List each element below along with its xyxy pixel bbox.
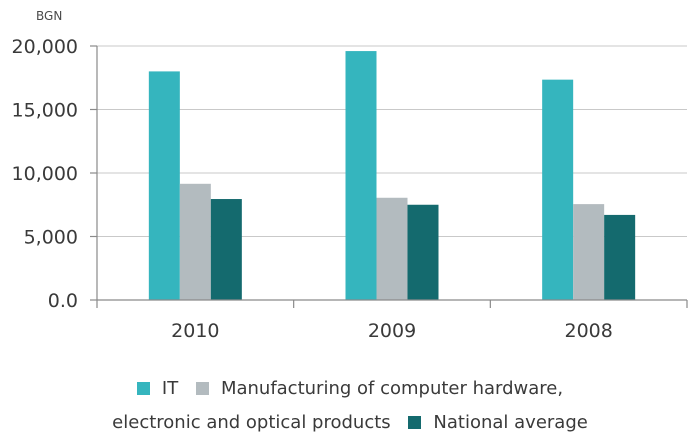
- x-tick-label: 2009: [368, 320, 416, 342]
- x-tick-label: 2008: [564, 320, 612, 342]
- bar: [210, 199, 242, 300]
- legend-item-manufacturing-cont: electronic and optical products: [112, 406, 391, 440]
- bar: [407, 204, 439, 300]
- legend-item-it: IT: [136, 372, 179, 406]
- bar: [604, 214, 636, 300]
- legend-item-national-average: National average: [408, 406, 588, 440]
- legend-line-2: electronic and optical products National…: [0, 406, 700, 440]
- legend-label-manufacturing-1: Manufacturing of computer hardware,: [220, 378, 564, 399]
- x-tick-label: 2010: [171, 320, 219, 342]
- bar: [148, 71, 180, 301]
- bar: [376, 197, 408, 300]
- bar: [179, 183, 211, 300]
- legend-label-national-average: National average: [433, 412, 588, 433]
- unit-label: BGN: [36, 9, 62, 23]
- legend-line-1: IT Manufacturing of computer hardware,: [0, 372, 700, 406]
- y-tick-label: 5,000: [24, 227, 78, 249]
- legend-item-manufacturing: Manufacturing of computer hardware,: [195, 372, 564, 406]
- bar: [573, 204, 605, 300]
- legend-swatch-manufacturing: [195, 382, 209, 395]
- legend-label-manufacturing-2: electronic and optical products: [112, 412, 391, 433]
- y-tick-label: 0.0: [48, 290, 78, 312]
- legend-swatch-national-average: [408, 416, 422, 429]
- bar: [542, 79, 574, 300]
- legend: IT Manufacturing of computer hardware, e…: [0, 372, 700, 440]
- bar: [345, 51, 377, 300]
- y-tick-label: 15,000: [12, 100, 78, 122]
- y-tick-label: 20,000: [12, 36, 78, 58]
- legend-label-it: IT: [161, 378, 179, 399]
- y-tick-label: 10,000: [12, 163, 78, 185]
- legend-swatch-it: [136, 382, 150, 395]
